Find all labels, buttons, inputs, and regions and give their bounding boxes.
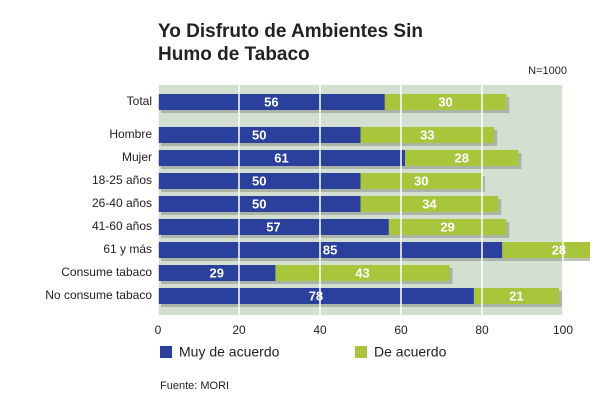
legend-swatch (160, 346, 172, 358)
value-label: 57 (266, 219, 280, 234)
value-label: 28 (552, 242, 566, 257)
value-label: 33 (420, 127, 434, 142)
bar (158, 127, 361, 143)
value-label: 21 (509, 288, 523, 303)
y-tick-label: 61 y más (103, 242, 152, 256)
bar (405, 150, 519, 166)
bar (158, 265, 276, 281)
bar (158, 196, 361, 212)
bar (158, 150, 406, 166)
bar (158, 242, 503, 258)
source: Fuente: MORI (160, 380, 229, 392)
value-label: 34 (422, 196, 437, 211)
legend-label: Muy de acuerdo (179, 344, 280, 360)
x-tick-label: 20 (232, 323, 246, 337)
x-tick-label: 0 (155, 323, 162, 337)
value-label: 29 (440, 219, 454, 234)
bar (158, 288, 474, 304)
bar (158, 219, 389, 235)
chart-title: Yo Disfruto de Ambientes Sin (158, 21, 423, 42)
legend-label: De acuerdo (374, 344, 447, 360)
x-tick-label: 80 (475, 323, 489, 337)
value-label: 30 (414, 173, 428, 188)
value-label: 50 (252, 127, 266, 142)
y-tick-label: No consume tabaco (45, 288, 152, 302)
bar (360, 127, 495, 143)
value-label: 78 (309, 288, 323, 303)
value-label: 43 (355, 265, 369, 280)
bar (158, 173, 361, 189)
chart-title: Humo de Tabaco (158, 44, 310, 65)
value-label: 28 (455, 150, 469, 165)
subtitle: N=1000 (528, 65, 567, 77)
value-label: 61 (274, 150, 288, 165)
y-tick-label: Hombre (109, 127, 152, 141)
y-tick-label: Total (127, 94, 152, 108)
bar (502, 242, 590, 258)
bar (158, 94, 385, 110)
y-tick-label: Consume tabaco (61, 265, 152, 279)
value-label: 50 (252, 196, 266, 211)
value-label: 85 (323, 242, 337, 257)
value-label: 56 (264, 94, 278, 109)
y-tick-label: Mujer (122, 150, 152, 164)
bar (360, 173, 482, 189)
legend-swatch (355, 346, 367, 358)
bar (473, 288, 559, 304)
y-tick-label: 41-60 años (92, 219, 152, 233)
x-tick-label: 60 (394, 323, 408, 337)
value-label: 29 (209, 265, 223, 280)
value-label: 30 (438, 94, 452, 109)
value-label: 50 (252, 173, 266, 188)
x-tick-label: 40 (313, 323, 327, 337)
bar (384, 94, 507, 110)
bar (275, 265, 450, 281)
x-tick-label: 100 (553, 323, 573, 337)
bar (388, 219, 507, 235)
bar (360, 196, 499, 212)
y-tick-label: 18-25 años (92, 173, 152, 187)
y-tick-label: 26-40 años (92, 196, 152, 210)
